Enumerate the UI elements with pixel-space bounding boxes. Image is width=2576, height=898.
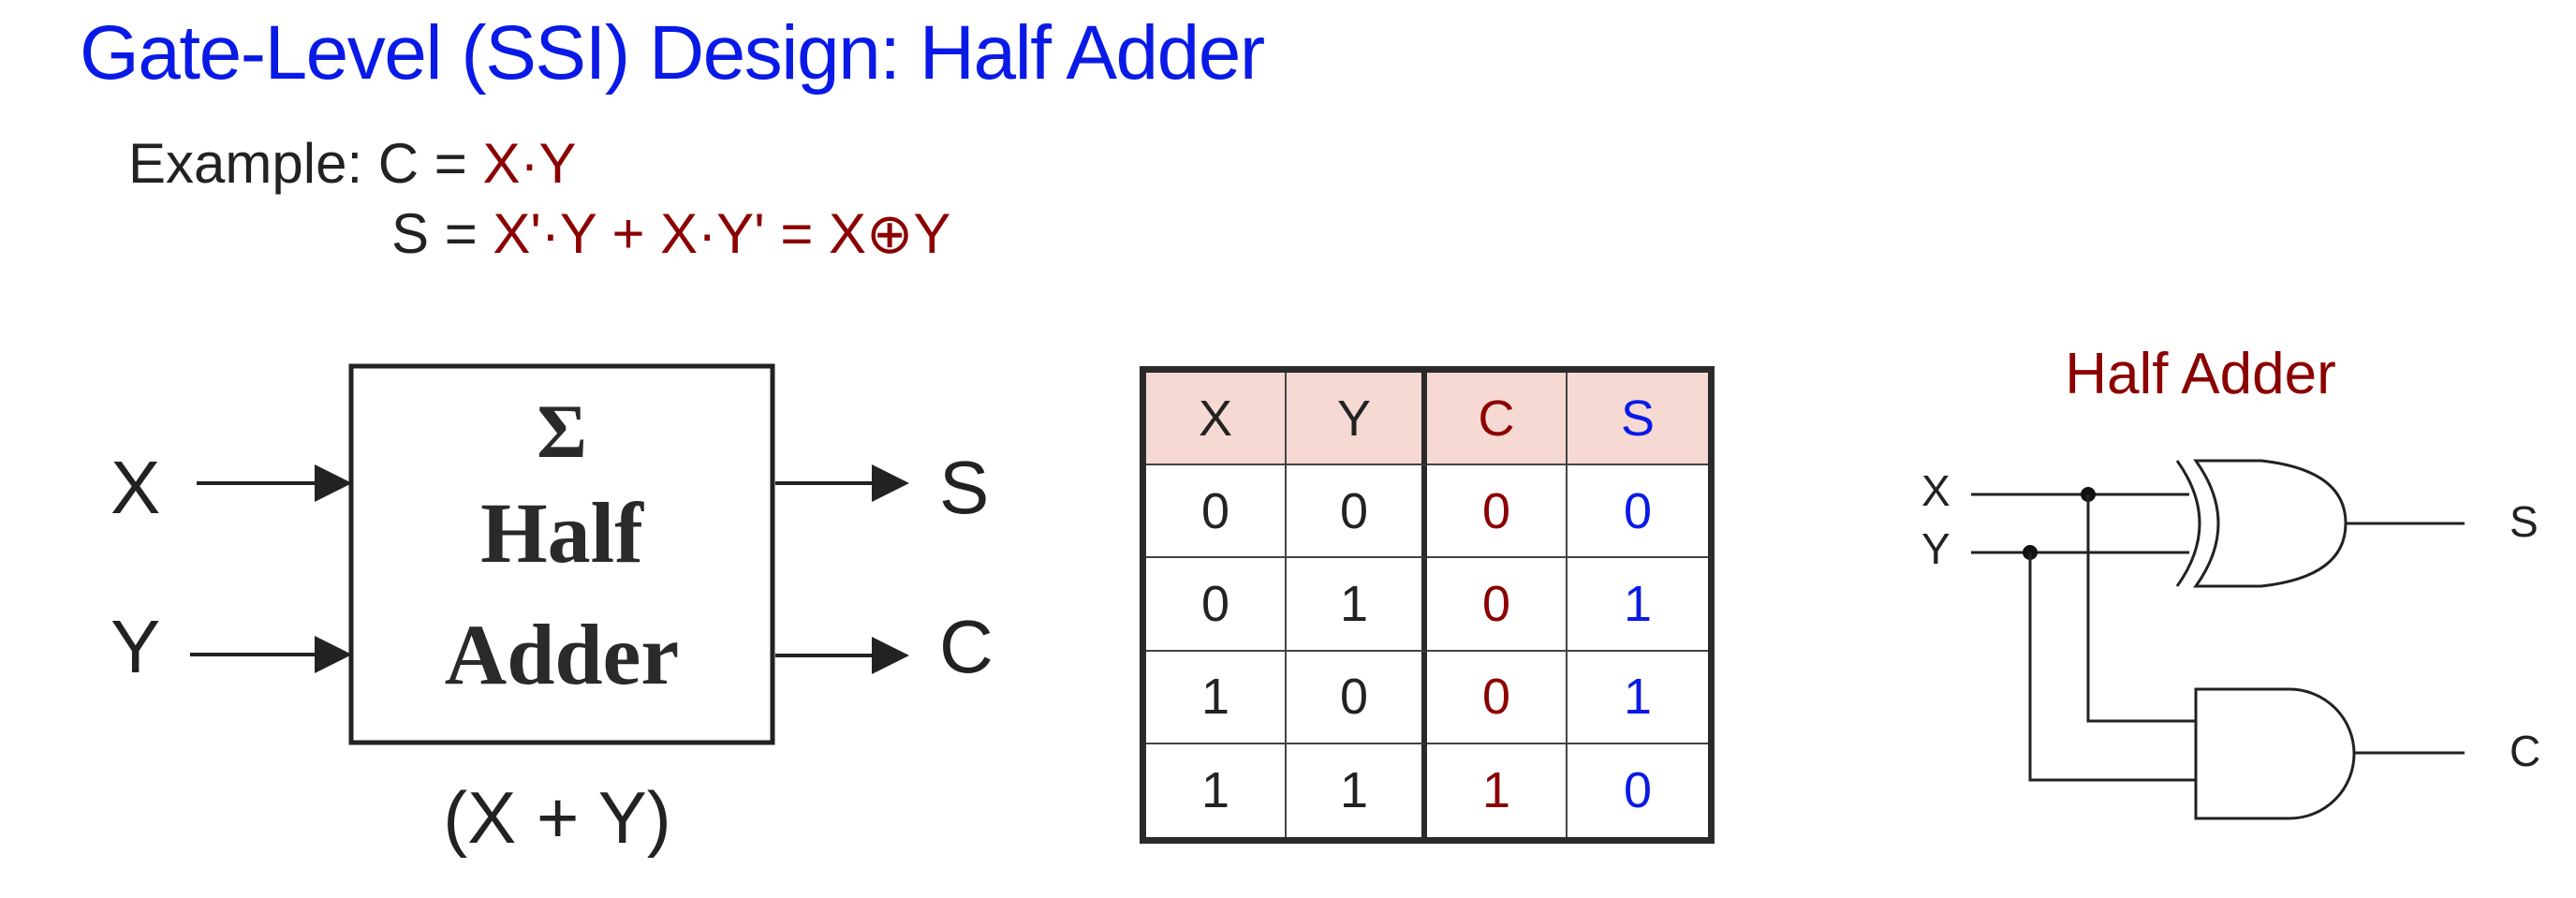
equation-sum-expr: X'·Y + X·Y' = X⊕Y — [493, 202, 951, 265]
equation-sum: S = X'·Y + X·Y' = X⊕Y — [391, 201, 950, 267]
truth-table-cell: 1 — [1146, 743, 1287, 837]
truth-table-cell: 1 — [1568, 652, 1708, 744]
truth-table-cell: 0 — [1146, 465, 1287, 559]
truth-table-header-x: X — [1146, 373, 1287, 466]
truth-table-header-c: C — [1427, 373, 1568, 466]
truth-table: X Y C S 0 0 0 0 0 1 0 1 1 0 0 1 1 1 1 0 — [1140, 366, 1715, 844]
wire-x-to-and — [2086, 494, 2196, 723]
block-caption: (X + Y) — [443, 776, 670, 859]
sigma-symbol: Σ — [537, 389, 587, 474]
truth-table-cell: 0 — [1287, 651, 1427, 744]
block-output-c-label: C — [939, 605, 994, 688]
block-label-adder: Adder — [445, 607, 679, 702]
equation-carry-prefix: Example: C = — [128, 132, 483, 195]
block-label-half: Half — [480, 485, 644, 581]
truth-table-cell: 1 — [1568, 558, 1708, 652]
half-adder-circuit: Half Adder X Y S C — [1921, 342, 2540, 820]
circuit-output-s-label: S — [2510, 497, 2539, 546]
truth-table-cell: 1 — [1287, 743, 1427, 837]
xor-gate — [2175, 459, 2348, 588]
truth-table-cell: 0 — [1623, 762, 1653, 819]
truth-table-cell: 0 — [1427, 651, 1568, 744]
truth-table-cell: 1 — [1146, 651, 1287, 744]
equation-carry: Example: C = X·Y — [128, 131, 577, 196]
equation-carry-expr: X·Y — [482, 132, 577, 195]
truth-table-header-y: Y — [1287, 373, 1427, 466]
truth-table-cell: 1 — [1427, 743, 1568, 837]
circuit-title: Half Adder — [2065, 342, 2336, 406]
equation-sum-prefix: S = — [391, 202, 493, 265]
block-input-y-label: Y — [110, 605, 160, 688]
half-adder-box — [348, 363, 775, 745]
truth-table-cell: 0 — [1287, 465, 1427, 559]
block-output-s-label: S — [939, 446, 989, 529]
truth-table-cell: 0 — [1427, 465, 1568, 559]
truth-table-cell: 1 — [1287, 558, 1427, 652]
circuit-output-c-label: C — [2510, 727, 2540, 775]
truth-table-header-s: S — [1568, 373, 1708, 466]
wire-y-to-and — [2028, 552, 2196, 782]
circuit-input-x-label: X — [1921, 466, 1950, 515]
half-adder-block-diagram: Σ Half Adder X Y S C (X + Y) — [110, 363, 994, 859]
and-gate — [2194, 687, 2356, 820]
page-title: Gate-Level (SSI) Design: Half Adder — [80, 10, 1265, 96]
truth-table-cell: 0 — [1146, 558, 1287, 652]
block-input-x-label: X — [110, 446, 160, 529]
truth-table-cell: 0 — [1427, 558, 1568, 652]
circuit-input-y-label: Y — [1921, 524, 1950, 573]
truth-table-cell: 0 — [1568, 465, 1708, 559]
